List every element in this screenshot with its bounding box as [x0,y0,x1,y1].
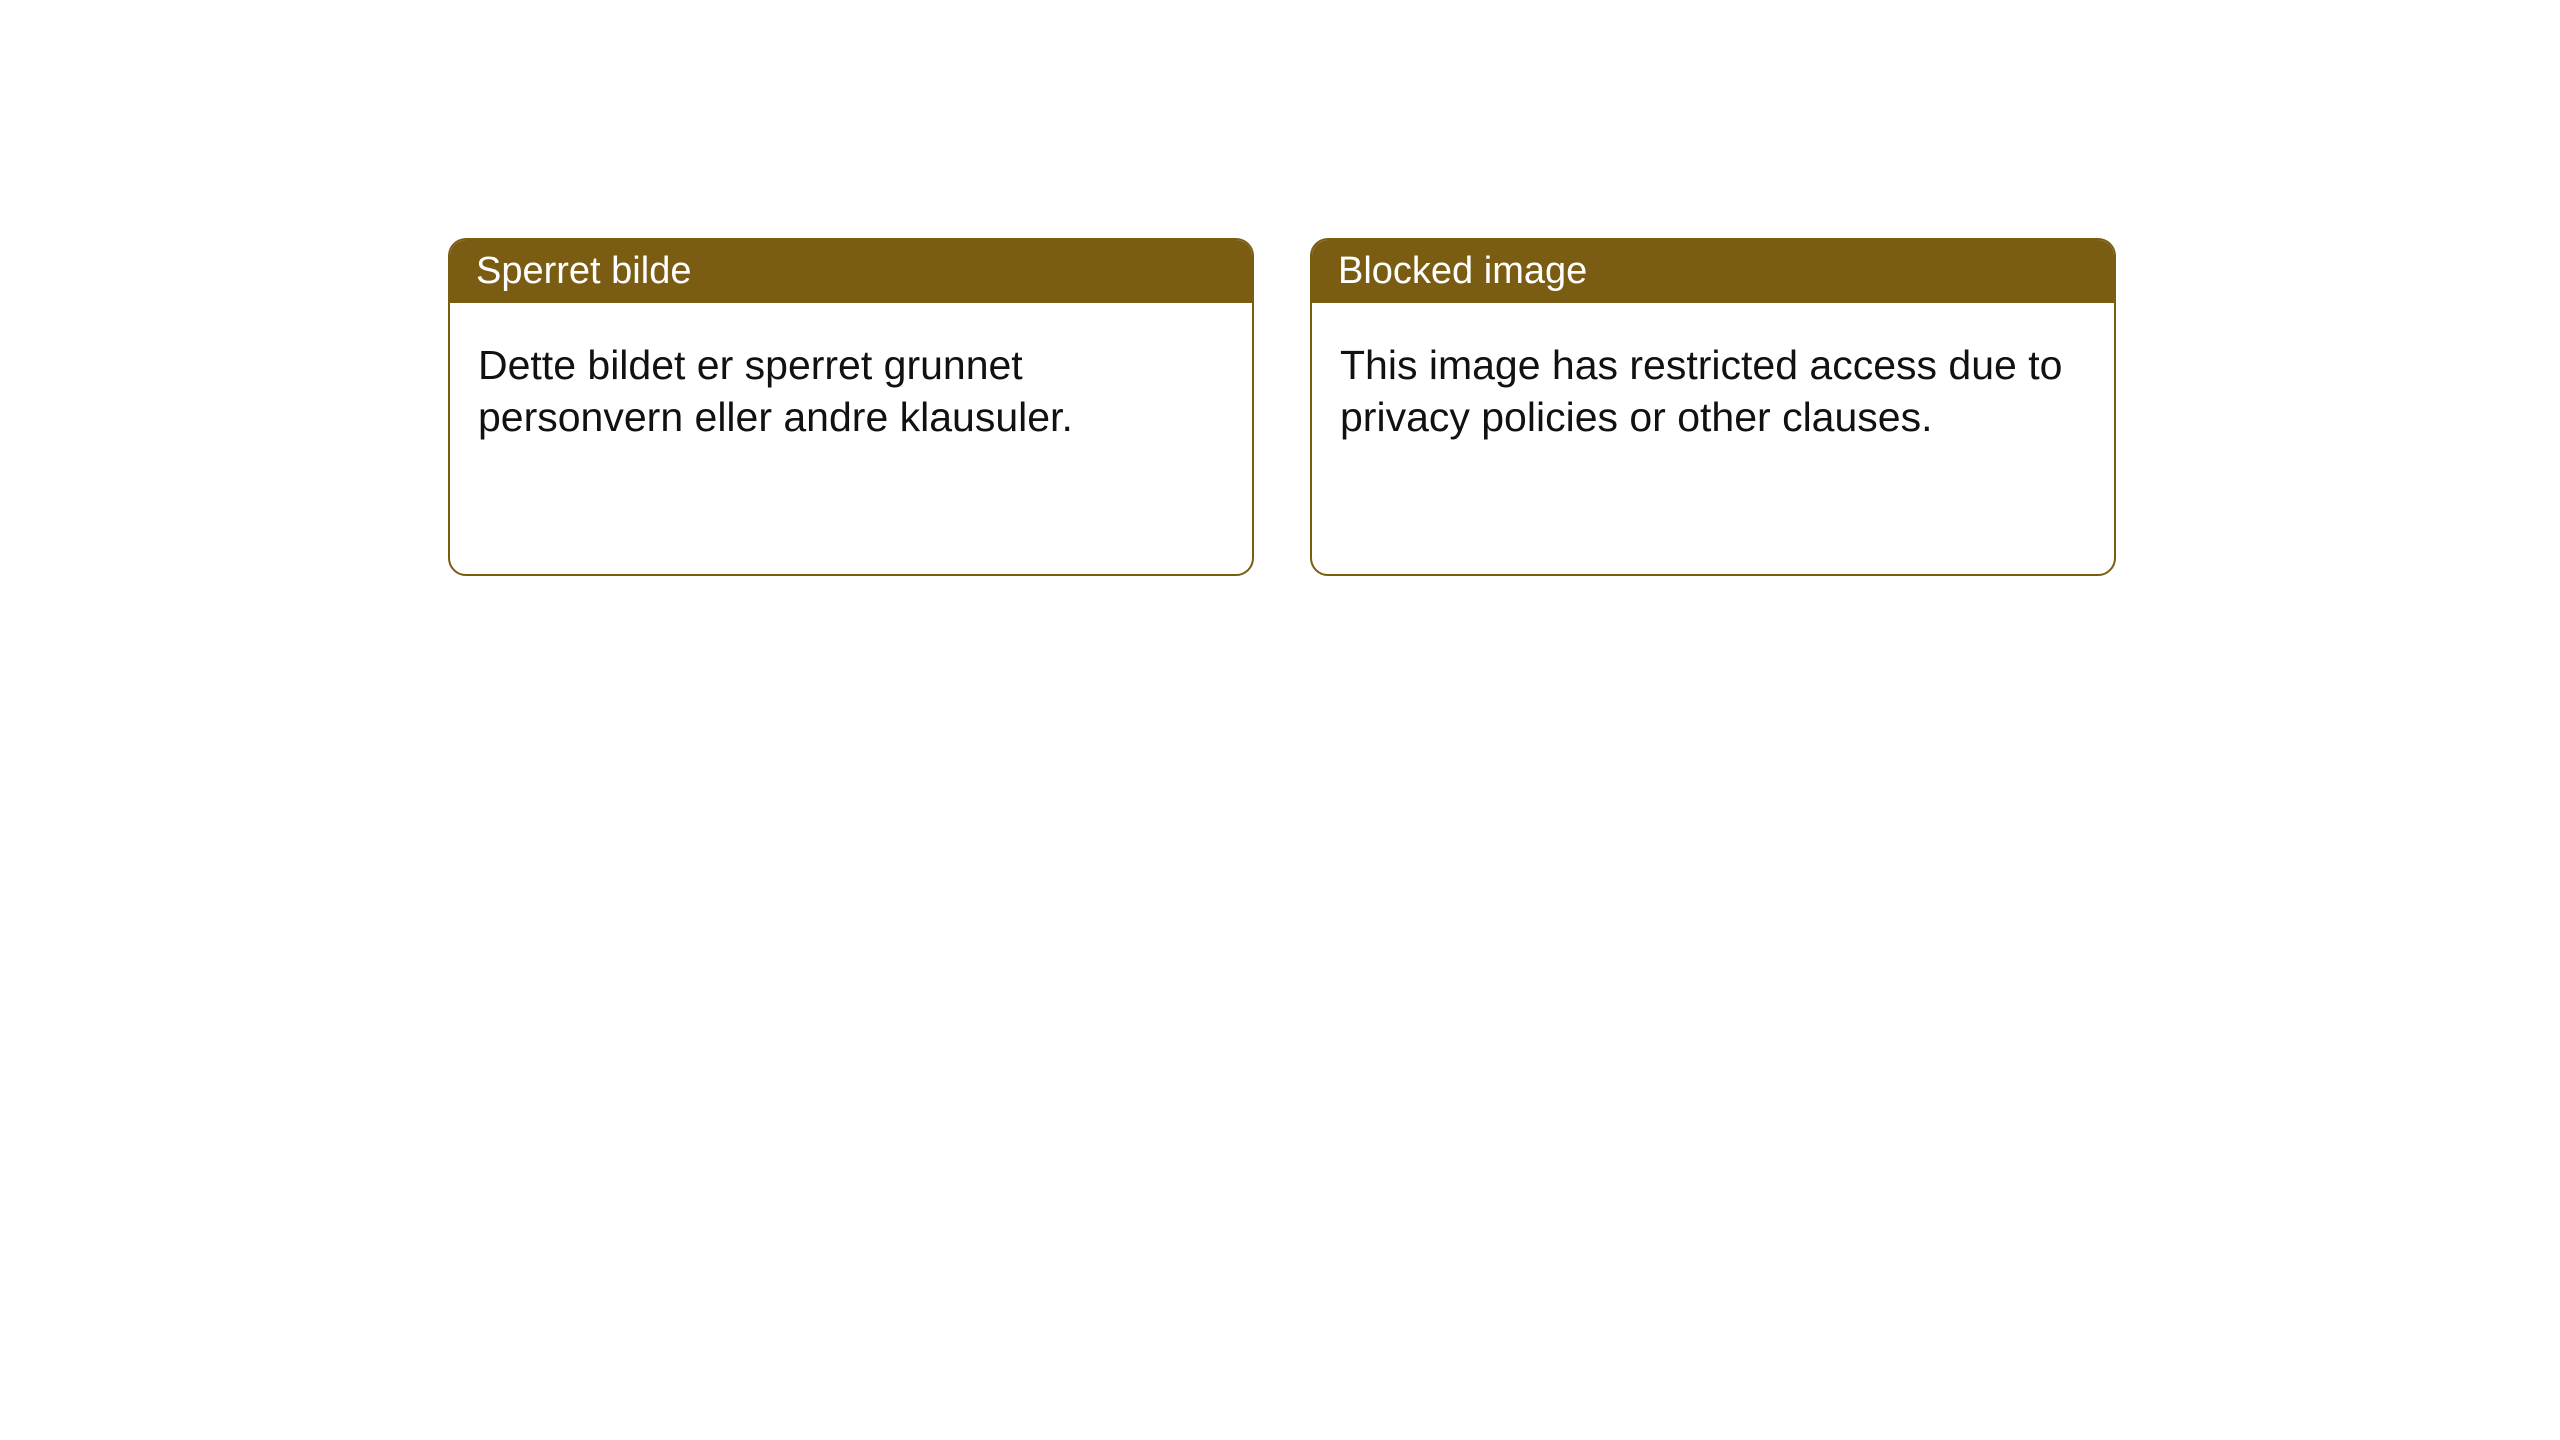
card-title: Blocked image [1312,240,2114,303]
notice-container: Sperret bilde Dette bildet er sperret gr… [0,0,2560,576]
blocked-image-card-en: Blocked image This image has restricted … [1310,238,2116,576]
blocked-image-card-no: Sperret bilde Dette bildet er sperret gr… [448,238,1254,576]
card-body-text: This image has restricted access due to … [1312,303,2114,480]
card-title: Sperret bilde [450,240,1252,303]
card-body-text: Dette bildet er sperret grunnet personve… [450,303,1252,480]
